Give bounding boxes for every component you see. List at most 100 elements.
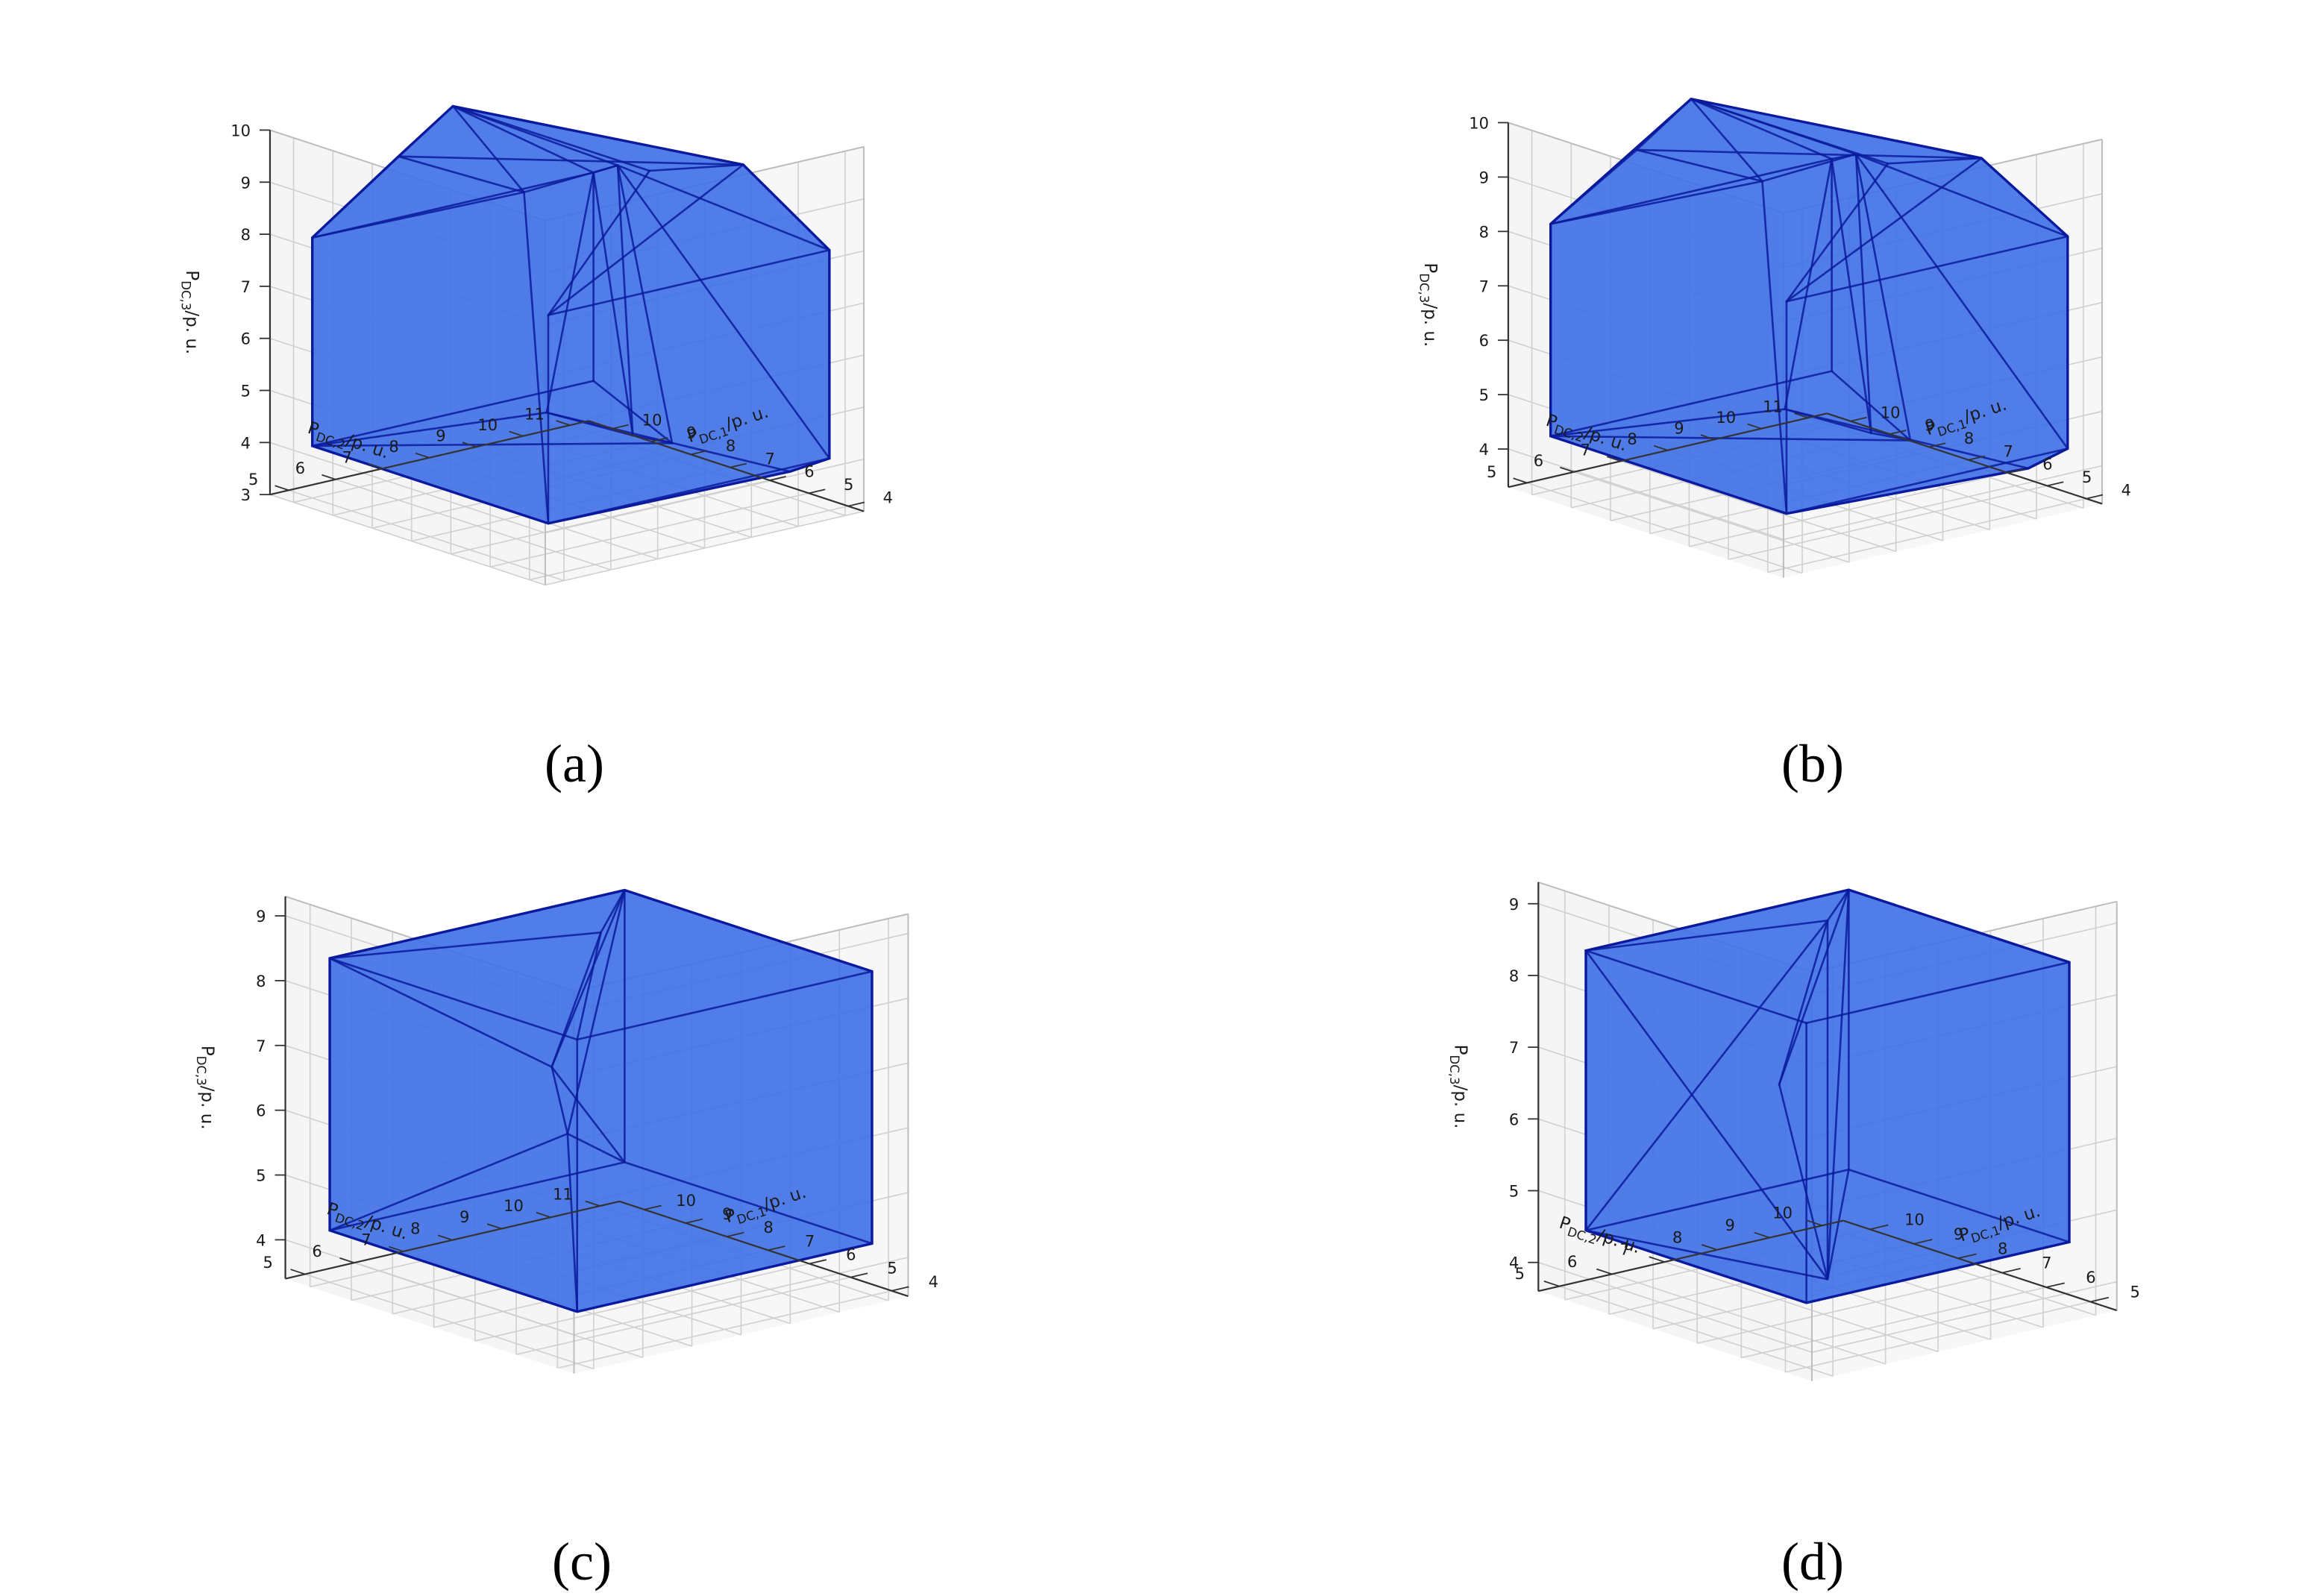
polytope-vertex-9 xyxy=(1826,1278,1829,1281)
tick-label-z: 9 xyxy=(256,908,266,926)
tick-mark-y xyxy=(1513,477,1528,484)
polytope-edge-5 xyxy=(1636,98,1693,151)
tick-label-x: 7 xyxy=(2004,442,2013,460)
tick-label-z: 7 xyxy=(241,278,251,296)
polytope-edge-18 xyxy=(312,442,673,447)
gridline-y xyxy=(1620,460,1896,553)
tick-label-y: 9 xyxy=(436,427,445,445)
tick-mark-y xyxy=(415,452,430,459)
polytope-edge-1 xyxy=(329,889,625,960)
tick-label-x: 6 xyxy=(2086,1269,2095,1286)
polytope-edge-23 xyxy=(1887,157,1982,165)
polytope-vertex-3 xyxy=(1847,888,1850,891)
axis-line-y xyxy=(619,1200,909,1298)
tick-mark-y xyxy=(486,1223,502,1230)
tick-mark-x xyxy=(809,488,826,494)
polytope-vertex-8 xyxy=(600,931,603,934)
tick-mark-y xyxy=(536,1212,551,1219)
tick-label-y: 8 xyxy=(1672,1228,1682,1246)
tick-mark-x xyxy=(2047,481,2064,487)
tick-label-x: 6 xyxy=(804,463,814,481)
polytope-edge-18 xyxy=(624,1161,873,1245)
gridline-y xyxy=(1573,471,1850,563)
polytope-vertex-17 xyxy=(522,191,525,194)
polytope-edge-20 xyxy=(545,172,595,413)
polytope-edge-10 xyxy=(1778,1084,1829,1280)
tick-mark-y xyxy=(368,463,383,470)
axis-title-z: PDC,3/p. u. xyxy=(194,1046,216,1130)
polytope-vertex-1 xyxy=(1549,222,1552,225)
polytope-edge-13 xyxy=(592,172,634,436)
polytope-edge-26 xyxy=(1786,157,1983,303)
polytope-edge-9 xyxy=(1762,153,1857,183)
polytope-edge-11 xyxy=(452,105,525,193)
tick-label-x: 7 xyxy=(805,1232,815,1250)
polytope-edge-31 xyxy=(546,411,791,473)
polytope-vertex-0 xyxy=(1584,1229,1587,1232)
polytope-edge-18 xyxy=(1550,435,1911,442)
tick-mark-y xyxy=(322,474,336,480)
polytope-edge-24 xyxy=(1690,98,1889,165)
polytope-edge-34 xyxy=(1550,435,1787,515)
polytope-vertex-7 xyxy=(2066,235,2069,238)
tick-label-y: 11 xyxy=(553,1186,573,1204)
tick-mark-x xyxy=(2086,494,2104,500)
polytope-vertex-14 xyxy=(1784,408,1787,411)
polytope-edge-17 xyxy=(616,165,674,444)
polytope-edge-36 xyxy=(617,164,830,459)
gridline-z xyxy=(1783,465,2103,541)
polytope-vertex-8 xyxy=(1869,432,1872,435)
tick-label-z: 4 xyxy=(1509,1254,1519,1272)
tick-mark-x xyxy=(809,1259,827,1265)
axis-line-y xyxy=(1826,412,2103,505)
tick-label-x: 9 xyxy=(722,1205,732,1223)
tick-label-y: 11 xyxy=(524,406,545,424)
tick-label-y: 6 xyxy=(295,459,305,477)
polytope-vertex-3 xyxy=(623,889,626,892)
polytope-vertex-8 xyxy=(1826,919,1829,922)
tick-mark-x xyxy=(891,1286,909,1292)
axis-line-y xyxy=(1842,1219,2118,1312)
tick-label-x: 9 xyxy=(1954,1225,1963,1243)
tick-label-y: 11 xyxy=(1763,398,1783,416)
polytope-edge-12 xyxy=(1826,890,1850,1280)
tick-mark-x xyxy=(730,462,747,468)
polytope-vertex-12 xyxy=(397,155,400,158)
polytope-edge-10 xyxy=(398,155,524,194)
tick-mark-x xyxy=(651,437,668,442)
tick-mark-x xyxy=(2090,1296,2110,1303)
tick-mark-y xyxy=(1653,444,1668,451)
polytope-edge-22 xyxy=(576,932,602,1040)
polytope-edge-8 xyxy=(551,890,626,1068)
tick-mark-y xyxy=(1560,466,1575,473)
tick-mark-y xyxy=(509,430,524,437)
gridline-y xyxy=(288,489,565,582)
polytope-edge-16 xyxy=(1806,1241,2070,1304)
tick-label-y: 7 xyxy=(1581,442,1590,459)
tick-label-z: 9 xyxy=(1479,169,1489,186)
tick-label-z: 4 xyxy=(241,434,251,452)
tick-label-z: 5 xyxy=(1509,1183,1519,1201)
polytope-vertex-7 xyxy=(2068,961,2071,964)
polytope-edge-10 xyxy=(1636,148,1763,183)
polytope-edge-32 xyxy=(1786,447,2069,515)
tick-label-z: 6 xyxy=(1509,1110,1519,1128)
polytope-vertex-4 xyxy=(547,522,550,525)
tick-mark-y xyxy=(437,1234,453,1241)
gridline-z xyxy=(285,1239,574,1336)
tick-mark-y xyxy=(556,420,571,427)
polytope-edge-6 xyxy=(452,105,595,174)
tick-label-z: 8 xyxy=(241,226,251,244)
tick-mark-x xyxy=(769,476,786,481)
polytope-vertex-16 xyxy=(616,164,619,167)
polytope-vertex-10 xyxy=(1690,98,1693,101)
polytope-edge-24 xyxy=(452,105,650,172)
tick-label-x: 8 xyxy=(764,1219,774,1237)
polytope-edge-19 xyxy=(1550,408,1785,438)
polytope-vertex-0 xyxy=(1549,435,1552,438)
gridline-z xyxy=(545,458,865,534)
polytope-vertex-5 xyxy=(576,1038,579,1041)
polytope-edge-34 xyxy=(312,444,549,525)
tick-mark-x xyxy=(612,424,629,430)
